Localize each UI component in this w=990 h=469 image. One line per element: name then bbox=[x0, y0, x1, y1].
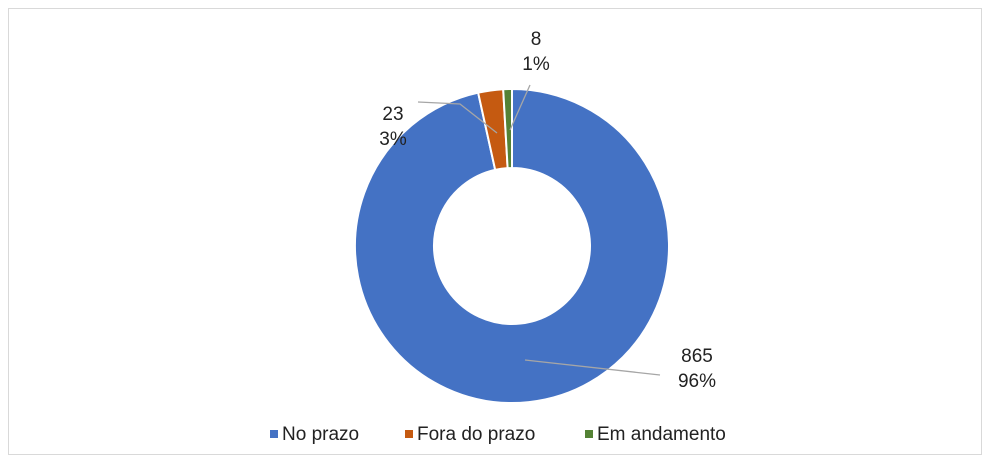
legend-swatch bbox=[585, 430, 593, 438]
donut-slice bbox=[354, 87, 670, 404]
leader-line bbox=[524, 359, 661, 376]
legend-swatch bbox=[270, 430, 278, 438]
leader-line bbox=[417, 101, 498, 134]
legend-swatch bbox=[405, 430, 413, 438]
data-label: 23 bbox=[382, 104, 403, 125]
data-label: 8 bbox=[531, 29, 542, 50]
leader-line bbox=[509, 84, 531, 131]
legend-label: Em andamento bbox=[597, 424, 726, 445]
legend-label: No prazo bbox=[282, 424, 359, 445]
percent-label: 3% bbox=[379, 129, 407, 150]
percent-label: 96% bbox=[678, 371, 716, 392]
legend-label: Fora do prazo bbox=[417, 424, 535, 445]
donut-slice bbox=[502, 87, 513, 170]
data-label: 865 bbox=[681, 346, 713, 367]
percent-label: 1% bbox=[522, 54, 550, 75]
